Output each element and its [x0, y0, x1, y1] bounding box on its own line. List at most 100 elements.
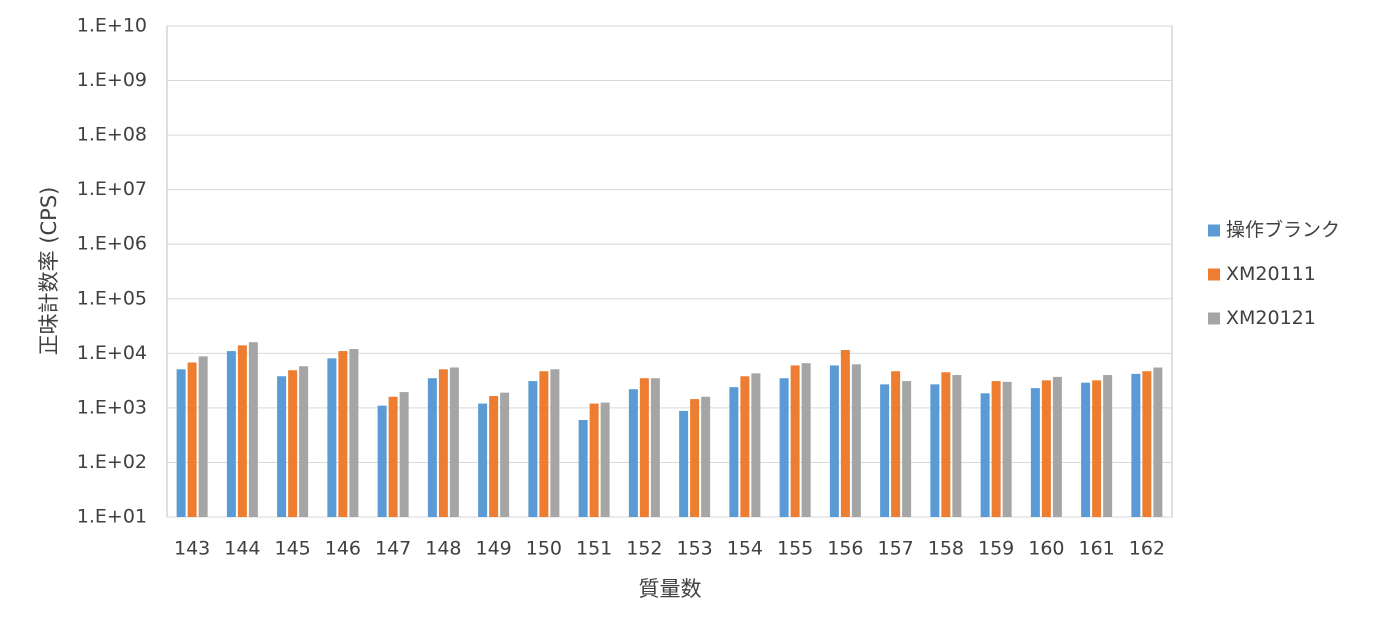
y-tick-label: 1.E+04 [77, 342, 147, 364]
x-tick-label: 148 [425, 538, 461, 560]
bar [187, 362, 197, 517]
bar [539, 371, 549, 517]
x-tick-label: 153 [676, 538, 712, 560]
bar [349, 349, 359, 517]
bar [690, 399, 700, 517]
bar [891, 371, 901, 517]
bar [701, 396, 711, 517]
y-tick-label: 1.E+05 [77, 287, 147, 309]
bar [829, 365, 839, 517]
bar [399, 392, 409, 517]
bar [449, 367, 459, 517]
x-tick-label: 162 [1129, 538, 1165, 560]
bar [1041, 380, 1051, 517]
bar [226, 351, 236, 517]
bar [1103, 375, 1113, 517]
bar [1030, 388, 1040, 517]
x-tick-label: 154 [727, 538, 763, 560]
y-tick-label: 1.E+01 [77, 506, 147, 528]
bar [1153, 367, 1163, 517]
bar [528, 381, 538, 517]
bar [550, 369, 560, 517]
bar [237, 345, 247, 517]
bar [500, 392, 510, 517]
y-tick-label: 1.E+07 [77, 178, 147, 200]
x-tick-label: 158 [928, 538, 964, 560]
bar [679, 410, 689, 517]
bar [880, 384, 890, 517]
legend-label: XM20111 [1226, 263, 1316, 285]
y-tick-label: 1.E+10 [77, 15, 147, 37]
bar [176, 369, 186, 517]
bar [438, 369, 448, 517]
x-tick-label: 150 [526, 538, 562, 560]
bar [740, 376, 750, 517]
bar [198, 356, 208, 517]
bar [377, 405, 387, 517]
y-tick-label: 1.E+02 [77, 451, 147, 473]
bar [779, 378, 789, 517]
bar [801, 363, 811, 517]
bar [288, 370, 298, 517]
bar [902, 381, 912, 517]
x-axis-title: 質量数 [639, 577, 702, 601]
x-tick-label: 146 [325, 538, 361, 560]
y-tick-label: 1.E+06 [77, 233, 147, 255]
y-tick-label: 1.E+03 [77, 396, 147, 418]
bar [589, 403, 599, 517]
legend-swatch [1208, 312, 1220, 325]
bar [790, 365, 800, 517]
bar [600, 402, 610, 517]
bar [327, 358, 337, 517]
bar [338, 351, 348, 517]
legend-swatch [1208, 224, 1220, 237]
bar [299, 366, 309, 517]
bar [1131, 373, 1141, 517]
legend-swatch [1208, 268, 1220, 281]
bar [941, 372, 951, 517]
x-tick-label: 144 [224, 538, 260, 560]
bar [388, 396, 398, 517]
plot-frame [166, 25, 1173, 518]
x-tick-label: 152 [626, 538, 662, 560]
bar [489, 396, 499, 517]
bar [1142, 371, 1152, 517]
bar [930, 384, 940, 517]
bar [1052, 376, 1062, 517]
legend-label: XM20121 [1226, 307, 1316, 329]
bar [729, 387, 739, 517]
x-tick-label: 145 [274, 538, 310, 560]
y-tick-label: 1.E+09 [77, 69, 147, 91]
bar [478, 403, 488, 517]
bar [1092, 380, 1102, 517]
bar [851, 364, 861, 517]
y-tick-label: 1.E+08 [77, 124, 147, 146]
bar [952, 375, 962, 517]
bar [578, 419, 588, 517]
x-tick-label: 161 [1078, 538, 1114, 560]
x-tick-label: 157 [877, 538, 913, 560]
bar [1081, 382, 1091, 517]
x-tick-label: 155 [777, 538, 813, 560]
bar [991, 381, 1001, 517]
bar [248, 342, 258, 517]
bar [840, 350, 850, 517]
x-tick-label: 147 [375, 538, 411, 560]
bar [639, 378, 649, 517]
bar [277, 376, 287, 517]
bar [427, 378, 437, 517]
y-axis-title: 正味計数率 (CPS) [37, 187, 61, 356]
bar [628, 389, 638, 517]
x-tick-label: 160 [1028, 538, 1064, 560]
x-tick-label: 151 [576, 538, 612, 560]
bar [751, 373, 761, 517]
legend-label: 操作ブランク [1226, 218, 1340, 241]
bar [650, 378, 660, 517]
x-tick-label: 143 [174, 538, 210, 560]
bar [1002, 381, 1012, 517]
bar [980, 393, 990, 517]
x-tick-label: 159 [978, 538, 1014, 560]
x-tick-label: 149 [475, 538, 511, 560]
x-tick-label: 156 [827, 538, 863, 560]
